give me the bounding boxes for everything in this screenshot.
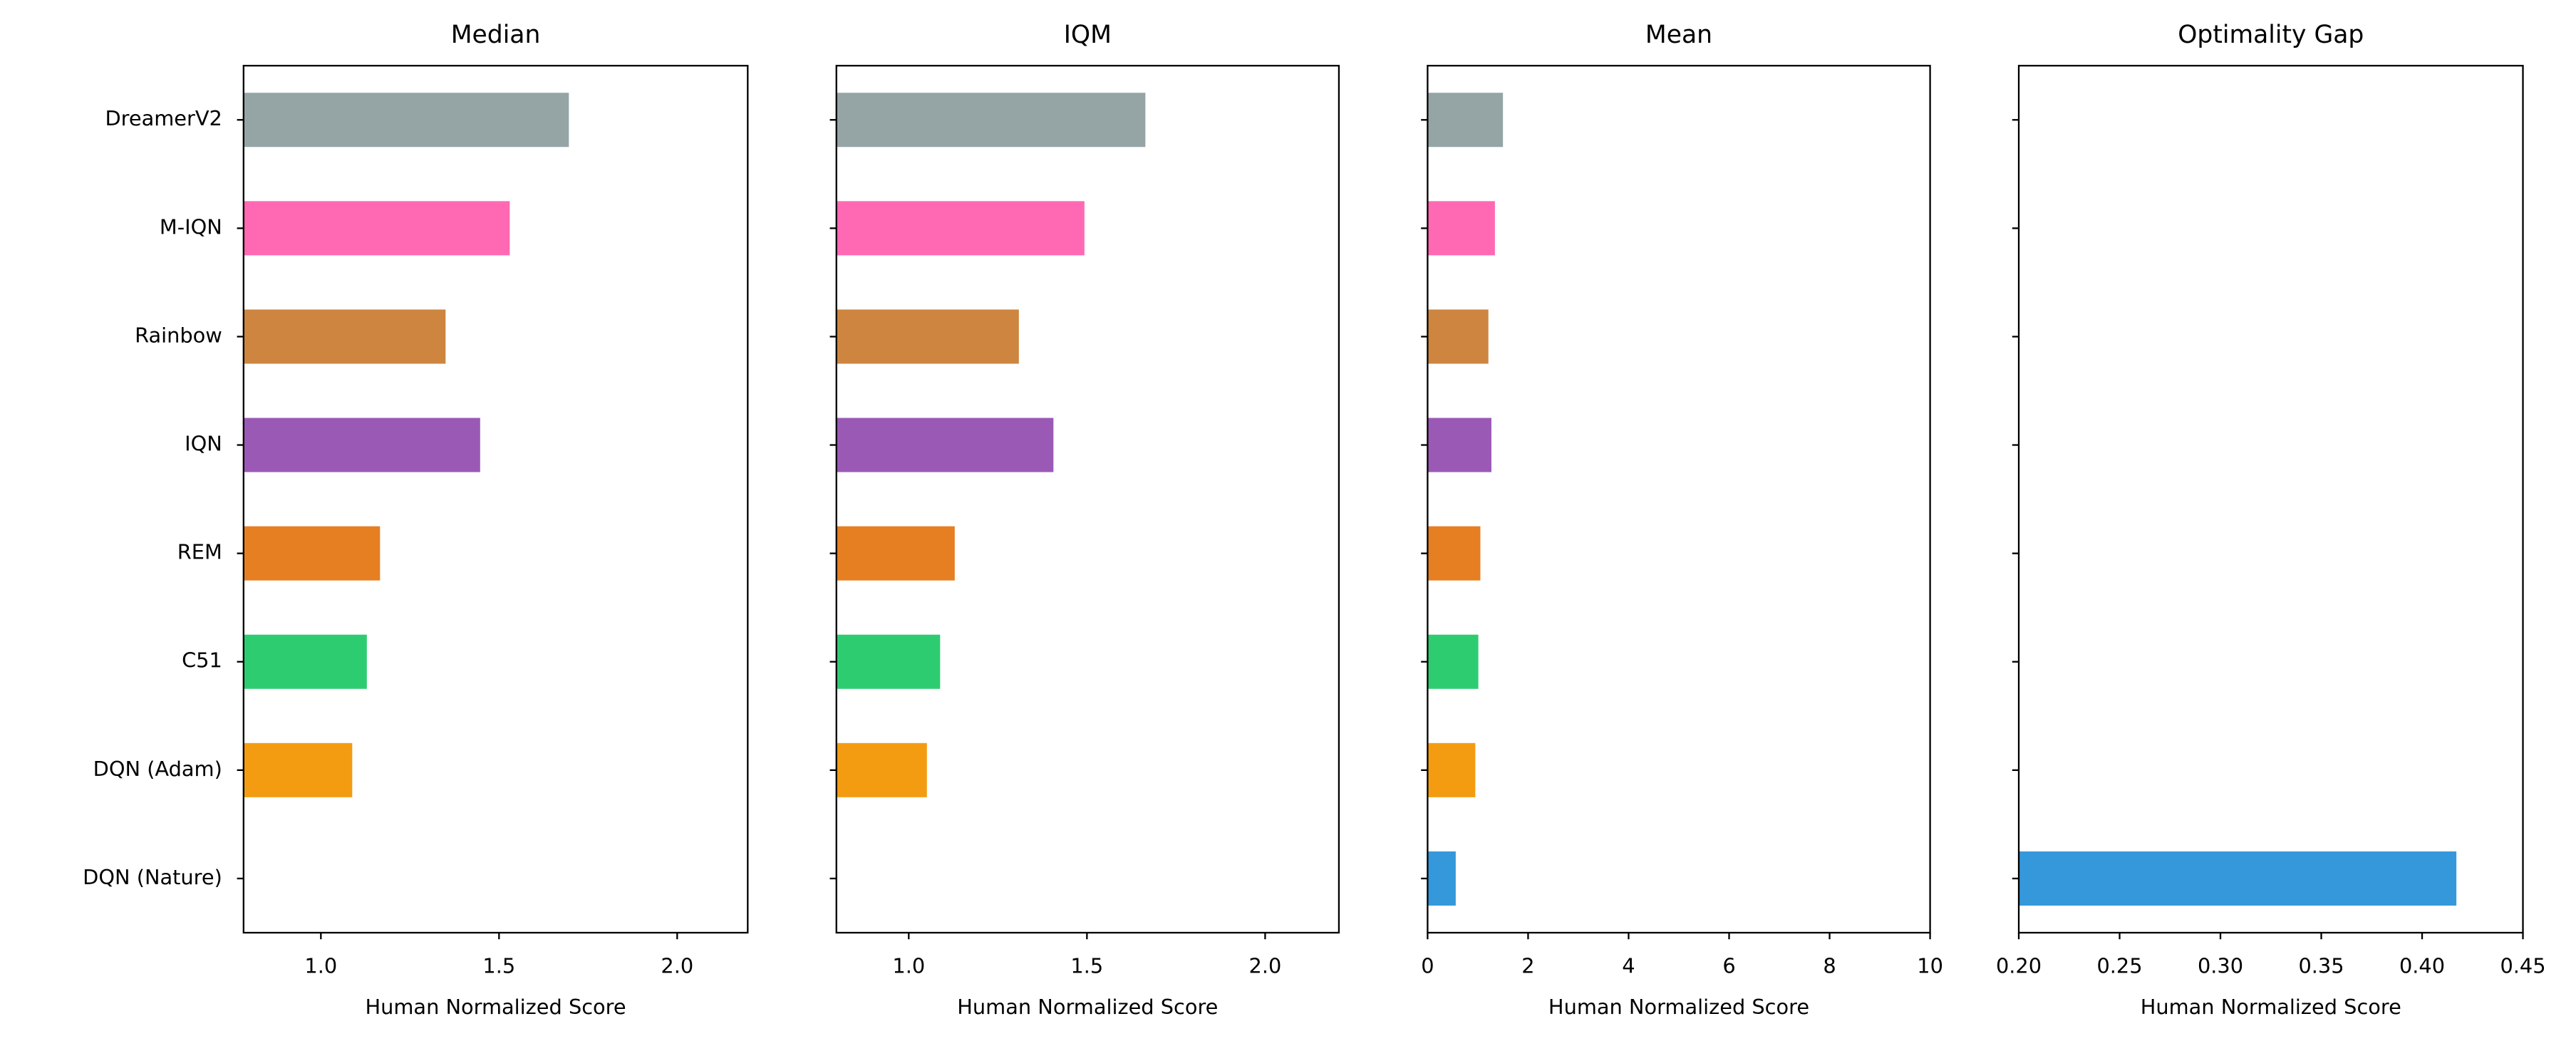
axes-frame xyxy=(1427,65,1931,934)
x-tick-label: 0.20 xyxy=(1996,953,2042,978)
y-tick-label: DQN (Adam) xyxy=(93,757,222,781)
bar xyxy=(1427,309,1489,364)
bar xyxy=(836,418,1054,472)
x-tick-label: 0 xyxy=(1421,953,1434,978)
y-tick-label: Rainbow xyxy=(135,323,222,347)
bar xyxy=(1427,851,1456,906)
axes-frame xyxy=(242,65,749,934)
bar xyxy=(243,634,367,689)
bar xyxy=(243,418,480,472)
bar xyxy=(243,526,381,581)
bar xyxy=(1427,418,1491,472)
bar xyxy=(243,93,569,147)
bar xyxy=(1427,93,1504,147)
x-tick-label: 6 xyxy=(1722,953,1735,978)
bar xyxy=(836,93,1146,147)
y-tick-label: C51 xyxy=(182,648,222,673)
plot-area xyxy=(2019,851,2457,906)
bar xyxy=(2019,851,2457,906)
y-tick-label: DQN (Nature) xyxy=(83,865,222,889)
axes-frame xyxy=(2017,65,2524,934)
axes-frame xyxy=(835,65,1340,934)
bar xyxy=(836,526,955,581)
x-tick-label: 1.0 xyxy=(892,953,925,978)
bar xyxy=(836,742,927,797)
x-tick-label: 0.45 xyxy=(2500,953,2545,978)
x-axis-label: Human Normalized Score xyxy=(365,995,626,1019)
x-tick-label: 10 xyxy=(1917,953,1943,978)
plot-area xyxy=(1427,93,1504,906)
x-tick-label: 0.35 xyxy=(2298,953,2344,978)
panel-title: IQM xyxy=(1064,21,1112,49)
plot-area xyxy=(243,93,569,797)
bar xyxy=(243,201,510,256)
bar xyxy=(836,309,1019,364)
bar xyxy=(836,634,941,689)
x-tick-label: 1.0 xyxy=(304,953,337,978)
x-tick-label: 8 xyxy=(1823,953,1836,978)
bar xyxy=(243,742,353,797)
panel-title: Mean xyxy=(1645,21,1712,49)
x-tick-label: 0.30 xyxy=(2198,953,2243,978)
panel-title: Median xyxy=(451,21,541,49)
x-tick-label: 1.5 xyxy=(1070,953,1103,978)
x-axis-label: Human Normalized Score xyxy=(957,995,1218,1019)
y-tick-label: M-IQN xyxy=(160,214,222,239)
panel-title: Optimality Gap xyxy=(2178,21,2364,49)
x-tick-label: 2.0 xyxy=(661,953,693,978)
x-axis-label: Human Normalized Score xyxy=(1548,995,1809,1019)
x-tick-label: 2.0 xyxy=(1249,953,1282,978)
x-tick-label: 0.25 xyxy=(2096,953,2142,978)
bar xyxy=(243,309,446,364)
bar xyxy=(1427,634,1479,689)
x-tick-label: 4 xyxy=(1622,953,1635,978)
bar xyxy=(1427,526,1481,581)
y-tick-label: DreamerV2 xyxy=(105,106,222,130)
x-tick-label: 2 xyxy=(1521,953,1534,978)
x-tick-label: 0.40 xyxy=(2399,953,2445,978)
bar xyxy=(1427,742,1476,797)
plot-area xyxy=(836,93,1146,797)
bar xyxy=(1427,201,1495,256)
y-tick-label: IQN xyxy=(185,432,222,456)
bar xyxy=(836,201,1085,256)
x-axis-label: Human Normalized Score xyxy=(2141,995,2401,1019)
y-tick-label: REM xyxy=(177,540,222,564)
x-tick-label: 1.5 xyxy=(482,953,515,978)
